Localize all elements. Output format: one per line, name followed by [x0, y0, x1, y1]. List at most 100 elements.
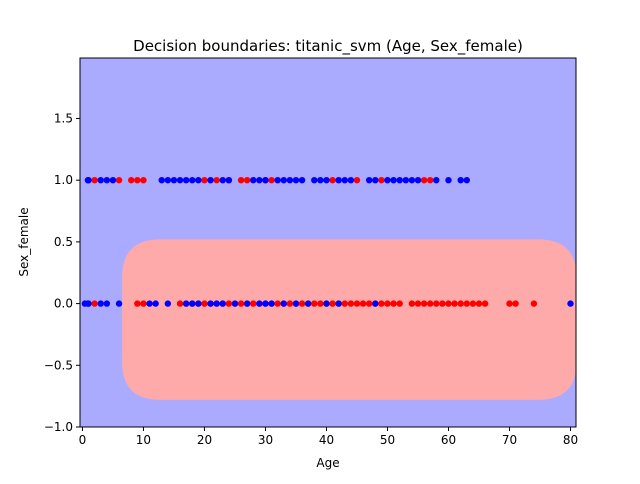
scatter-point-series-1-34 [402, 176, 409, 184]
scatter-point-series-1-11 [195, 176, 202, 184]
scatter-point-series-0-2 [128, 176, 135, 184]
scatter-point-series-0-28 [225, 300, 233, 307]
scatter-point-series-1-46 [115, 300, 123, 307]
scatter-point-series-0-43 [317, 300, 324, 307]
scatter-point-series-1-1 [85, 176, 92, 184]
scatter-point-series-1-38 [445, 176, 452, 184]
scatter-point-series-0-30 [237, 300, 245, 307]
x-axis-ticks: 0 10 20 30 40 50 60 70 80 [79, 427, 578, 447]
scatter-point-series-0-70 [506, 300, 513, 307]
scatter-point-series-1-54 [213, 300, 220, 307]
x-tick-label: 0 [79, 433, 87, 447]
scatter-point-series-0-65 [457, 300, 464, 307]
scatter-point-series-0-14 [378, 176, 385, 184]
x-axis-label: Age [316, 456, 339, 470]
scatter-point-series-0-0 [91, 176, 98, 184]
scatter-point-series-1-35 [408, 176, 416, 184]
scatter-point-series-0-8 [237, 176, 245, 184]
y-axis-ticks: −1.0 −0.5 0.0 0.5 1.0 1.5 [44, 111, 80, 434]
scatter-point-series-1-39 [457, 176, 464, 184]
scatter-point-series-0-15 [420, 176, 428, 184]
scatter-point-series-0-18 [134, 300, 141, 307]
scatter-point-series-1-56 [231, 300, 239, 307]
scatter-point-series-1-31 [384, 176, 391, 184]
scatter-point-series-0-3 [134, 176, 141, 184]
scatter-point-series-1-19 [280, 176, 287, 184]
scatter-point-series-0-9 [243, 176, 251, 184]
scatter-point-series-0-38 [286, 300, 294, 307]
scatter-point-series-0-13 [353, 176, 361, 184]
scatter-point-series-1-51 [189, 300, 196, 307]
scatter-point-series-1-4 [109, 176, 117, 184]
y-tick-label: 1.0 [54, 173, 73, 187]
scatter-point-series-0-32 [250, 300, 257, 307]
scatter-point-series-0-60 [426, 300, 434, 307]
scatter-point-series-1-28 [347, 176, 355, 184]
scatter-point-series-1-12 [207, 176, 214, 184]
scatter-point-series-1-33 [396, 176, 403, 184]
x-tick-label: 30 [258, 433, 273, 447]
scatter-point-series-0-68 [475, 300, 483, 307]
scatter-point-series-1-59 [262, 300, 269, 307]
scatter-point-series-1-29 [365, 176, 373, 184]
scatter-point-series-1-48 [152, 300, 159, 307]
y-tick-label: −0.5 [44, 358, 73, 372]
x-tick-label: 20 [197, 433, 212, 447]
scatter-point-series-1-2 [97, 176, 104, 184]
scatter-point-series-0-45 [329, 300, 336, 307]
scatter-point-series-0-16 [426, 176, 434, 184]
x-tick-label: 70 [502, 433, 517, 447]
scatter-point-series-1-16 [256, 176, 263, 184]
data-points [81, 176, 574, 307]
scatter-point-series-1-37 [433, 176, 440, 184]
scatter-point-series-1-60 [268, 300, 275, 307]
scatter-point-series-0-67 [469, 300, 477, 307]
scatter-point-series-1-15 [250, 176, 257, 184]
scatter-point-series-0-56 [396, 300, 403, 307]
scatter-point-series-1-47 [146, 300, 153, 307]
scatter-point-series-0-20 [176, 300, 184, 307]
scatter-point-series-1-50 [182, 300, 190, 307]
scatter-point-series-0-63 [445, 300, 452, 307]
scatter-point-series-1-14 [225, 176, 233, 184]
scatter-point-series-0-69 [481, 300, 489, 307]
x-tick-label: 10 [136, 433, 151, 447]
scatter-point-series-1-7 [170, 176, 178, 184]
scatter-point-series-0-19 [140, 300, 147, 307]
scatter-point-series-0-54 [384, 300, 391, 307]
scatter-point-series-0-12 [329, 176, 336, 184]
scatter-point-series-0-59 [420, 300, 428, 307]
scatter-point-series-1-13 [219, 176, 226, 184]
y-tick-label: −1.0 [44, 420, 73, 434]
scatter-point-series-1-17 [262, 176, 269, 184]
x-tick-label: 60 [441, 433, 456, 447]
scatter-point-series-0-62 [439, 300, 446, 307]
scatter-point-series-1-64 [323, 300, 330, 307]
y-axis-label: Sex_female [17, 207, 31, 276]
scatter-point-series-0-66 [463, 300, 470, 307]
scatter-point-series-1-65 [335, 300, 342, 307]
scatter-point-series-0-64 [451, 300, 458, 307]
scatter-point-series-1-6 [164, 176, 172, 184]
scatter-point-series-1-57 [243, 300, 251, 307]
scatter-point-series-1-36 [414, 176, 422, 184]
scatter-point-series-0-11 [268, 176, 275, 184]
scatter-point-series-0-57 [408, 300, 416, 307]
scatter-point-series-1-62 [292, 300, 300, 307]
x-tick-label: 50 [380, 433, 395, 447]
scatter-point-series-0-36 [274, 300, 281, 307]
x-tick-label: 80 [563, 433, 578, 447]
scatter-point-series-0-53 [378, 300, 385, 307]
scatter-point-series-1-52 [195, 300, 202, 307]
scatter-point-series-0-40 [298, 300, 306, 307]
scatter-point-series-1-9 [182, 176, 190, 184]
scatter-point-series-1-30 [372, 176, 379, 184]
scatter-point-series-1-5 [158, 176, 165, 184]
scatter-point-series-0-1 [115, 176, 123, 184]
decision-region-class-0 [122, 239, 576, 400]
scatter-point-series-1-43 [85, 300, 92, 307]
scatter-point-series-1-21 [292, 176, 300, 184]
scatter-point-series-0-4 [140, 176, 147, 184]
